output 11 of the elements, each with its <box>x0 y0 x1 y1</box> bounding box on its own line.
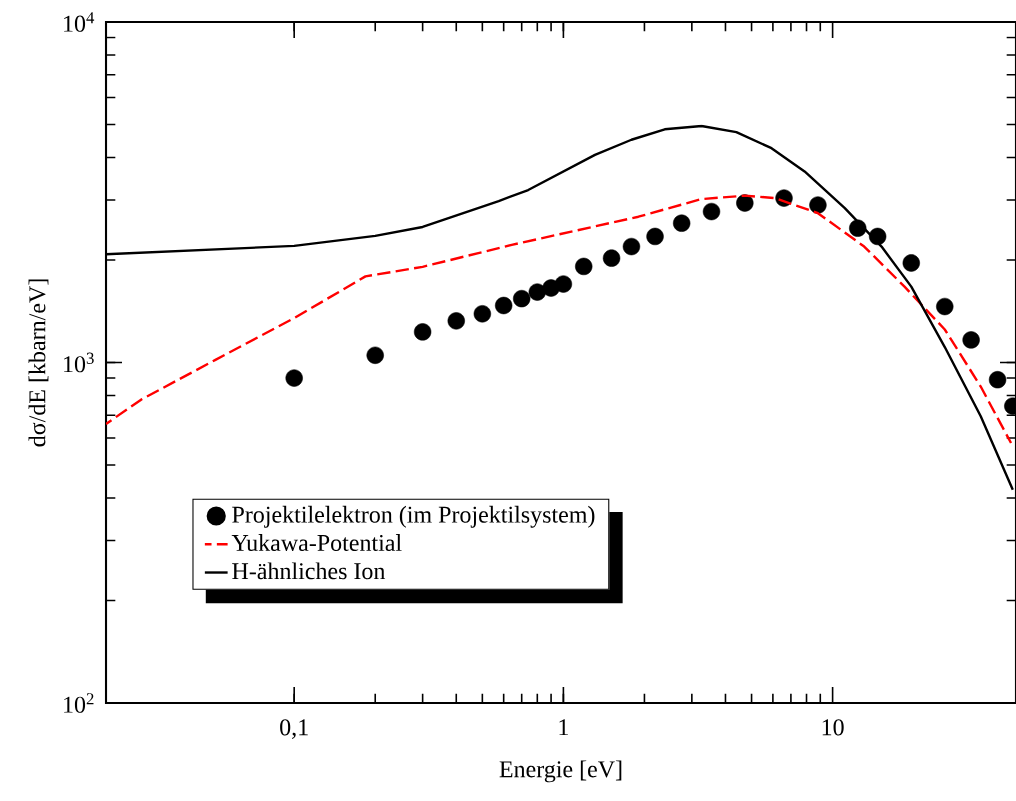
x-tick-label: 1 <box>559 719 568 736</box>
legend-label: Yukawa-Potential <box>231 534 402 552</box>
x-axis-title: Energie [eV] <box>499 760 622 783</box>
y-tick-label: 10$^{3}$ <box>64 352 94 373</box>
legend-label: H-ähnliches Ion <box>232 562 386 580</box>
y-axis-title: dσ/dE [kbarn/eV] <box>28 279 49 447</box>
x-tick-label: 0,1 <box>280 719 308 739</box>
y-tick-label: 10$^{4}$ <box>64 12 95 32</box>
x-tick-label: 10 <box>822 719 844 736</box>
y-tick-label: 10$^{2}$ <box>64 693 94 713</box>
legend-label: Projektilelektron (im Projektilsystem) <box>232 505 595 528</box>
